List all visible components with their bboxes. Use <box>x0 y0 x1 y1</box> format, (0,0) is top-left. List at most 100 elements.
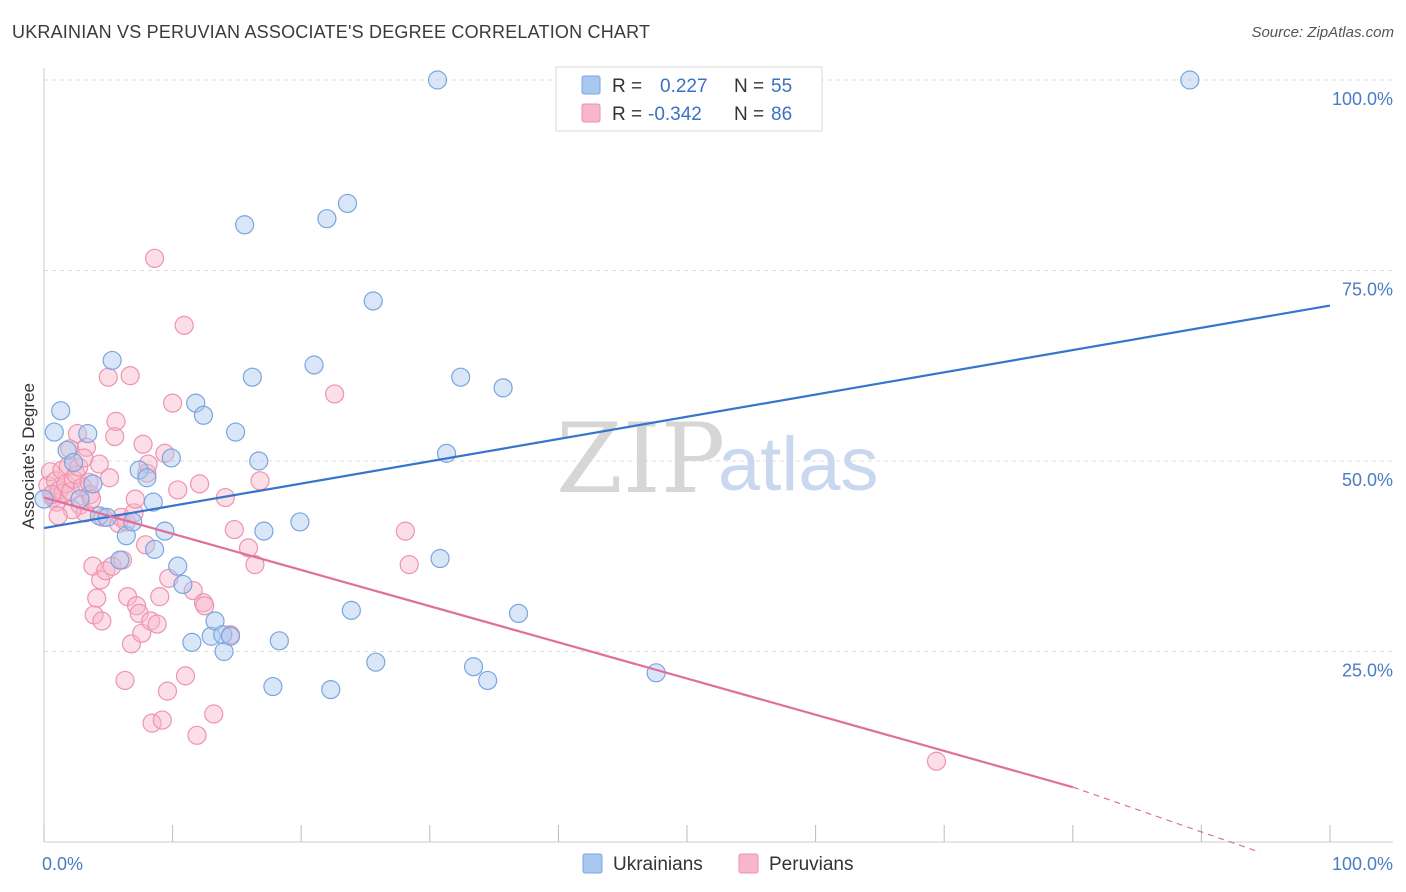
legend-r-label-ukrainians: R = <box>612 76 642 97</box>
watermark: ZIP atlas <box>556 403 879 515</box>
bottom-legend-ukrainians: Ukrainians <box>613 854 703 875</box>
peruvians-point-59 <box>163 393 183 413</box>
x-tick-labels: 0.0% 100.0% <box>42 854 1393 874</box>
chart-title: UKRAINIAN VS PERUVIAN ASSOCIATE'S DEGREE… <box>12 22 651 42</box>
peruvians-point-61 <box>174 315 194 335</box>
ukrainians-point-49 <box>463 657 484 677</box>
trend-lines <box>43 304 1331 853</box>
ukrainians-point-20 <box>168 556 188 576</box>
peruvians-point-28 <box>98 367 118 387</box>
ukrainians-point-39 <box>317 209 337 229</box>
peruvians-point-47 <box>135 535 156 555</box>
peruvians-point-62 <box>175 666 196 686</box>
ukrainians-point-43 <box>363 291 383 311</box>
bottom-legend-peruvians: Peruvians <box>769 854 854 875</box>
ukrainians-point-11 <box>110 550 130 570</box>
ukrainians-point-34 <box>254 521 274 541</box>
peruvians-point-80 <box>81 489 102 509</box>
peruvians-point-39 <box>120 366 140 386</box>
ukrainians-point-36 <box>269 631 289 651</box>
peruvians-point-74 <box>250 471 270 491</box>
peruvians-trend-line <box>43 496 1074 789</box>
y-tick-label-3: 100.0% <box>1332 89 1393 109</box>
peruvians-point-52 <box>144 248 165 268</box>
legend-n-label-ukrainians: N = <box>734 76 764 97</box>
ukrainians-point-48 <box>451 367 471 387</box>
ukrainians-point-44 <box>366 652 386 672</box>
legend-r-value-peruvians: -0.342 <box>648 104 702 125</box>
peruvians-point-73 <box>245 555 265 575</box>
peruvians-point-57 <box>157 681 178 701</box>
y-tick-label-0: 25.0% <box>1342 661 1393 681</box>
peruvians-point-60 <box>168 480 188 500</box>
ukrainians-point-21 <box>173 574 193 595</box>
ukrainians-point-41 <box>337 193 358 214</box>
bottom-legend: Ukrainians Peruvians <box>582 853 854 875</box>
peruvians-point-31 <box>105 427 125 447</box>
peruvians-point-36 <box>115 670 135 691</box>
peruvians-point-75 <box>325 384 345 404</box>
legend-n-value-peruvians: 86 <box>771 104 792 125</box>
y-tick-labels: 25.0% 50.0% 75.0% 100.0% <box>1332 89 1393 681</box>
ukrainians-point-23 <box>186 393 206 413</box>
source-label: Source: ZipAtlas.com <box>1251 24 1394 41</box>
legend-n-value-ukrainians: 55 <box>771 76 792 97</box>
peruvians-point-26 <box>92 611 112 631</box>
peruvians-point-14 <box>67 423 88 444</box>
ukrainians-point-35 <box>263 676 283 697</box>
ukrainians-point-10 <box>102 350 122 371</box>
legend-swatch-peruvians <box>581 103 601 123</box>
ukrainians-point-17 <box>144 539 165 559</box>
bottom-legend-swatch-ukrainians <box>582 853 603 874</box>
ukrainians-point-29 <box>220 626 241 646</box>
ukrainians-point-52 <box>508 603 529 624</box>
peruvians-point-76 <box>395 521 415 541</box>
peruvians-point-84 <box>74 448 94 468</box>
legend-r-label-peruvians: R = <box>612 104 642 125</box>
ukrainians-point-2 <box>51 401 71 421</box>
ukrainians-point-1 <box>44 422 64 442</box>
ukrainians-point-51 <box>493 378 513 398</box>
peruvians-point-63 <box>183 580 203 601</box>
ukrainians-point-30 <box>226 422 246 442</box>
peruvians-point-25 <box>90 570 111 590</box>
peruvians-point-22 <box>84 605 104 625</box>
ukrainians-point-53 <box>646 663 666 683</box>
peruvians-point-54 <box>150 587 170 607</box>
peruvians-point-32 <box>106 411 126 431</box>
ukrainians-point-6 <box>83 474 103 494</box>
ukrainians-points <box>34 70 1200 700</box>
legend-swatch-ukrainians <box>581 75 601 95</box>
peruvians-point-68 <box>204 704 224 724</box>
ukrainians-point-16 <box>143 492 163 512</box>
peruvians-point-23 <box>87 588 107 608</box>
peruvians-point-53 <box>147 614 167 634</box>
y-axis-label: Associate's Degree <box>19 383 38 529</box>
peruvians-point-71 <box>224 519 244 540</box>
peruvians-point-64 <box>187 725 207 745</box>
legend-n-label-peruvians: N = <box>734 104 764 125</box>
peruvians-point-46 <box>133 434 153 454</box>
y-tick-label-1: 50.0% <box>1342 470 1393 490</box>
peruvians-trend-extension <box>1072 786 1261 853</box>
ukrainians-point-4 <box>63 452 84 473</box>
x-tick-label-1: 100.0% <box>1332 854 1393 874</box>
peruvians-point-43 <box>126 596 147 616</box>
peruvians-point-82 <box>48 506 68 526</box>
peruvians-point-42 <box>125 489 145 509</box>
watermark-zip: ZIP <box>556 403 725 515</box>
ukrainians-point-37 <box>290 512 310 532</box>
peruvians-point-44 <box>129 603 149 624</box>
ukrainians-point-19 <box>161 448 181 468</box>
legend: R = 0.227 N = 55 R = -0.342 N = 86 <box>555 66 823 132</box>
bottom-legend-swatch-peruvians <box>738 853 759 874</box>
peruvians-point-77 <box>399 555 419 575</box>
ukrainians-point-50 <box>478 670 498 691</box>
ukrainians-point-5 <box>78 423 98 444</box>
peruvians-point-29 <box>99 468 120 488</box>
ukrainians-point-33 <box>249 451 269 471</box>
ukrainians-trend-line <box>43 304 1331 530</box>
ukrainians-point-15 <box>137 468 157 488</box>
y-tick-label-2: 75.0% <box>1342 280 1393 300</box>
